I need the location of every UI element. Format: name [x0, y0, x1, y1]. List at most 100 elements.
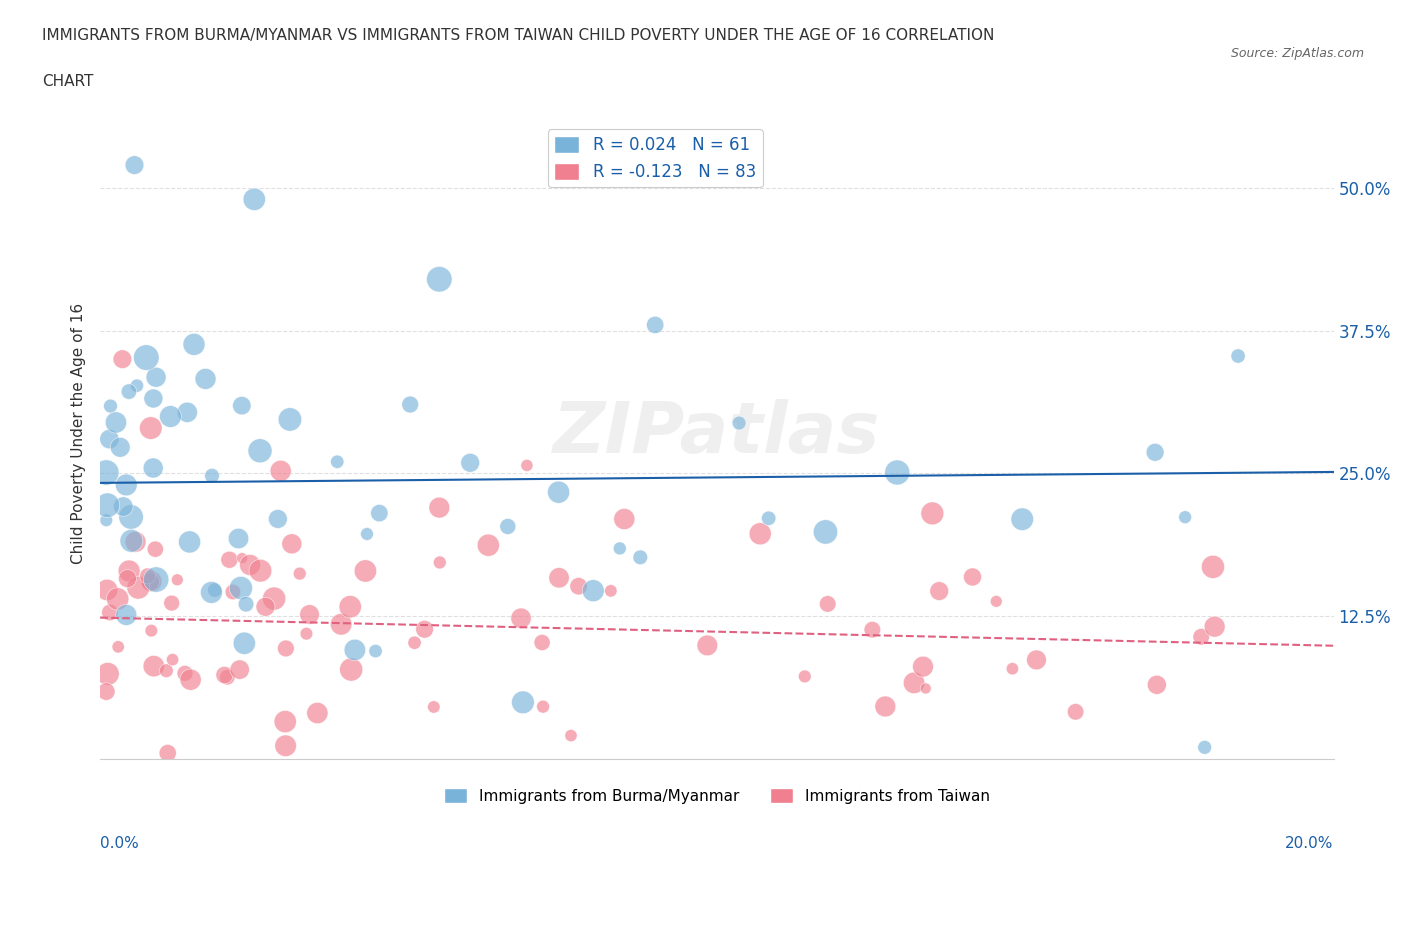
Text: Source: ZipAtlas.com: Source: ZipAtlas.com — [1230, 46, 1364, 60]
Point — [1204, 619, 1226, 634]
Point — [1189, 630, 1212, 644]
Point — [278, 412, 301, 427]
Point — [254, 599, 277, 614]
Point — [180, 672, 202, 687]
Point — [229, 580, 252, 595]
Point — [512, 695, 534, 710]
Point — [613, 512, 636, 526]
Point — [204, 583, 226, 598]
Point — [1011, 512, 1033, 526]
Point — [162, 652, 184, 667]
Point — [548, 570, 571, 585]
Point — [560, 728, 582, 743]
Point — [201, 469, 224, 484]
Y-axis label: Child Poverty Under the Age of 16: Child Poverty Under the Age of 16 — [72, 303, 86, 564]
Point — [143, 542, 166, 557]
Point — [235, 597, 257, 612]
Point — [628, 550, 651, 565]
Point — [174, 666, 197, 681]
Point — [368, 506, 391, 521]
Point — [179, 535, 201, 550]
Point — [343, 643, 366, 658]
Point — [404, 635, 426, 650]
Point — [986, 594, 1008, 609]
Point — [159, 409, 181, 424]
Text: 0.0%: 0.0% — [100, 836, 139, 851]
Point — [568, 578, 591, 593]
Point — [274, 714, 297, 729]
Point — [249, 444, 271, 458]
Point — [326, 455, 349, 470]
Point — [243, 192, 266, 206]
Point — [141, 574, 163, 589]
Point — [921, 506, 943, 521]
Point — [231, 551, 253, 565]
Point — [127, 580, 149, 595]
Point — [339, 599, 361, 614]
Point — [477, 538, 499, 552]
Point — [96, 498, 118, 512]
Text: 20.0%: 20.0% — [1285, 836, 1333, 851]
Point — [249, 564, 271, 578]
Point — [728, 416, 751, 431]
Point — [793, 669, 815, 684]
Point — [115, 607, 138, 622]
Text: ZIPatlas: ZIPatlas — [553, 399, 880, 468]
Point — [330, 617, 353, 631]
Point — [531, 699, 554, 714]
Point — [155, 663, 177, 678]
Point — [120, 510, 142, 525]
Point — [295, 626, 318, 641]
Point — [1001, 661, 1024, 676]
Point — [510, 611, 533, 626]
Point — [1227, 349, 1250, 364]
Point — [228, 662, 250, 677]
Point — [644, 317, 666, 332]
Point — [176, 405, 198, 419]
Point — [928, 584, 950, 599]
Point — [914, 681, 936, 696]
Point — [496, 519, 519, 534]
Point — [98, 605, 121, 620]
Point — [104, 415, 127, 430]
Legend: R = 0.024   N = 61, R = -0.123   N = 83: R = 0.024 N = 61, R = -0.123 N = 83 — [548, 129, 762, 187]
Point — [141, 623, 163, 638]
Point — [298, 607, 321, 622]
Point — [142, 658, 165, 673]
Point — [145, 572, 167, 587]
Point — [547, 485, 569, 499]
Point — [427, 272, 450, 286]
Point — [97, 667, 120, 682]
Point — [263, 591, 285, 606]
Point — [124, 158, 146, 173]
Point — [136, 568, 159, 583]
Point — [288, 566, 311, 581]
Point — [270, 463, 292, 478]
Point — [307, 706, 329, 721]
Point — [166, 572, 188, 587]
Point — [817, 596, 839, 611]
Point — [233, 636, 256, 651]
Point — [239, 557, 262, 572]
Text: IMMIGRANTS FROM BURMA/MYANMAR VS IMMIGRANTS FROM TAIWAN CHILD POVERTY UNDER THE : IMMIGRANTS FROM BURMA/MYANMAR VS IMMIGRA… — [42, 28, 994, 43]
Point — [118, 564, 141, 578]
Point — [354, 564, 377, 578]
Point — [135, 350, 157, 365]
Point — [96, 684, 118, 699]
Point — [758, 511, 780, 525]
Point — [111, 352, 134, 366]
Point — [423, 699, 446, 714]
Point — [124, 535, 146, 550]
Point — [142, 391, 165, 405]
Point — [429, 555, 451, 570]
Point — [183, 337, 205, 352]
Point — [120, 534, 142, 549]
Point — [194, 371, 217, 386]
Point — [98, 432, 121, 446]
Point — [599, 583, 621, 598]
Point — [340, 662, 363, 677]
Point — [962, 569, 984, 584]
Point — [274, 738, 297, 753]
Point — [274, 641, 297, 656]
Point — [112, 499, 135, 514]
